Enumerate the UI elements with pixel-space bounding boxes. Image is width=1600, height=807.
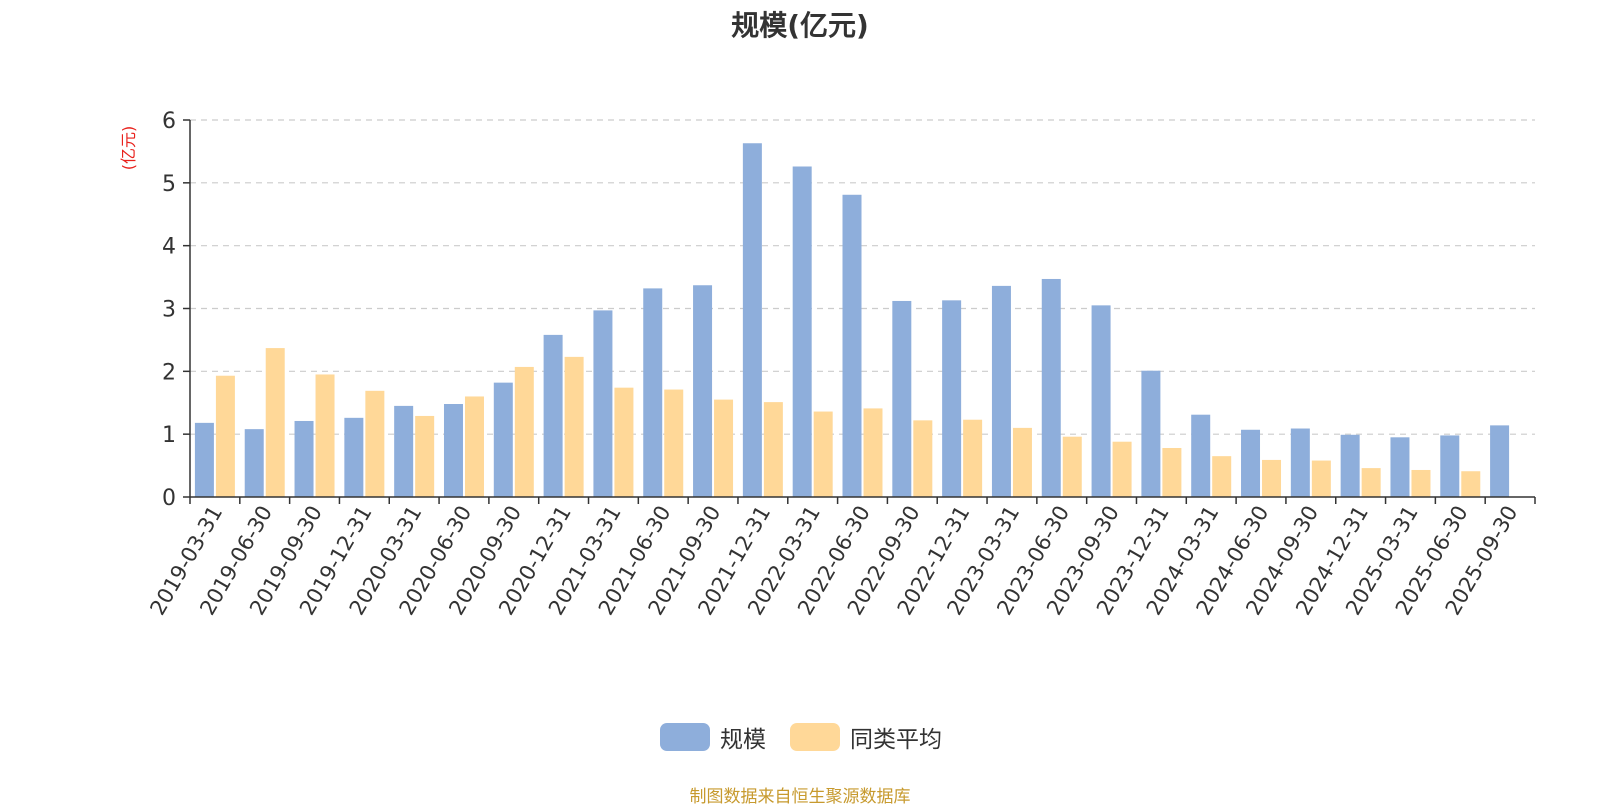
bar-series-2-2022-06-30[interactable]	[863, 408, 883, 497]
bar-series-2-2021-03-31[interactable]	[614, 387, 634, 497]
legend-item-series-2[interactable]: 同类平均	[790, 722, 942, 753]
y-tick-label: 6	[162, 109, 176, 134]
bar-series-2-2021-12-31[interactable]	[763, 402, 783, 497]
bar-series-2-2020-12-31[interactable]	[564, 356, 584, 497]
tick-labels: 0123456(亿元)2019-03-312019-06-302019-09-3…	[119, 109, 1522, 619]
bar-series-1-2023-03-31[interactable]	[991, 285, 1011, 497]
source-note: 制图数据来自恒生聚源数据库	[689, 787, 911, 807]
bar-series-1-2024-06-30[interactable]	[1241, 429, 1261, 497]
bar-series-1-2020-03-31[interactable]	[394, 405, 414, 497]
bar-series-2-2022-09-30[interactable]	[913, 420, 933, 497]
bar-series-1-2021-06-30[interactable]	[643, 288, 663, 497]
y-tick-label: 4	[162, 235, 176, 260]
bar-series-2-2019-09-30[interactable]	[315, 374, 335, 497]
bar-series-2-2023-03-31[interactable]	[1012, 427, 1032, 497]
legend-swatch-series-1	[660, 723, 710, 751]
bar-series-2-2025-03-31[interactable]	[1411, 469, 1431, 497]
bar-series-2-2022-03-31[interactable]	[813, 411, 833, 497]
bar-series-1-2023-06-30[interactable]	[1041, 278, 1061, 497]
y-tick-label: 3	[162, 298, 176, 323]
bar-series-2-2023-09-30[interactable]	[1112, 441, 1132, 497]
bar-series-2-2022-12-31[interactable]	[963, 419, 983, 497]
y-tick-label: 1	[162, 423, 176, 448]
bar-series-1-2021-12-31[interactable]	[742, 143, 762, 497]
y-tick-label: 5	[162, 172, 176, 197]
bar-series-1-2024-09-30[interactable]	[1290, 428, 1310, 497]
bar-series-1-2019-06-30[interactable]	[244, 429, 264, 497]
bar-series-2-2021-09-30[interactable]	[714, 399, 734, 497]
y-axis-title: (亿元)	[119, 126, 138, 171]
bar-series-1-2019-03-31[interactable]	[194, 422, 214, 497]
bar-series-1-2024-12-31[interactable]	[1340, 434, 1360, 497]
bar-series-2-2023-06-30[interactable]	[1062, 436, 1082, 497]
bar-series-1-2022-12-31[interactable]	[942, 300, 962, 497]
bar-series-2-2019-12-31[interactable]	[365, 390, 385, 497]
y-tick-label: 2	[162, 360, 176, 385]
bar-series-2-2020-03-31[interactable]	[415, 415, 435, 497]
bar-series-1-2022-06-30[interactable]	[842, 194, 862, 497]
chart-title: 规模(亿元)	[731, 9, 869, 42]
bar-series-1-2023-12-31[interactable]	[1141, 370, 1161, 497]
bar-series-1-2025-09-30[interactable]	[1490, 425, 1510, 497]
legend-label-series-1: 规模	[720, 727, 766, 753]
legend-swatch-series-2	[790, 723, 840, 751]
bar-series-1-2025-06-30[interactable]	[1440, 435, 1460, 497]
bar-series-2-2025-06-30[interactable]	[1461, 471, 1481, 497]
bar-series-2-2024-09-30[interactable]	[1311, 460, 1331, 497]
bar-series-2-2024-12-31[interactable]	[1361, 468, 1381, 497]
bar-series-1-2020-09-30[interactable]	[493, 382, 513, 497]
bar-series-1-2021-03-31[interactable]	[593, 310, 613, 497]
bar-series-1-2022-03-31[interactable]	[792, 166, 812, 497]
bar-series-1-2021-09-30[interactable]	[693, 285, 713, 497]
bar-series-2-2024-06-30[interactable]	[1262, 459, 1282, 497]
bar-series-2-2024-03-31[interactable]	[1212, 456, 1232, 497]
bar-series-1-2020-12-31[interactable]	[543, 334, 563, 497]
grid-lines	[190, 119, 1535, 435]
bar-series-1-2022-09-30[interactable]	[892, 300, 912, 497]
bars	[194, 143, 1510, 497]
legend-label-series-2: 同类平均	[850, 727, 942, 753]
bar-series-2-2023-12-31[interactable]	[1162, 447, 1182, 497]
axes	[183, 119, 1536, 504]
bar-series-1-2019-09-30[interactable]	[294, 420, 314, 497]
bar-series-1-2020-06-30[interactable]	[443, 404, 463, 497]
bar-series-2-2020-09-30[interactable]	[514, 366, 534, 497]
bar-series-1-2025-03-31[interactable]	[1390, 437, 1410, 497]
legend-item-series-1[interactable]: 规模	[660, 722, 766, 753]
bar-series-1-2024-03-31[interactable]	[1191, 414, 1211, 497]
bar-series-2-2020-06-30[interactable]	[464, 396, 484, 497]
bar-series-2-2021-06-30[interactable]	[664, 389, 684, 497]
bar-series-2-2019-06-30[interactable]	[265, 348, 285, 497]
bar-series-2-2019-03-31[interactable]	[215, 375, 235, 497]
bar-series-1-2019-12-31[interactable]	[344, 417, 364, 497]
y-tick-label: 0	[162, 486, 176, 511]
bar-series-1-2023-09-30[interactable]	[1091, 305, 1111, 497]
